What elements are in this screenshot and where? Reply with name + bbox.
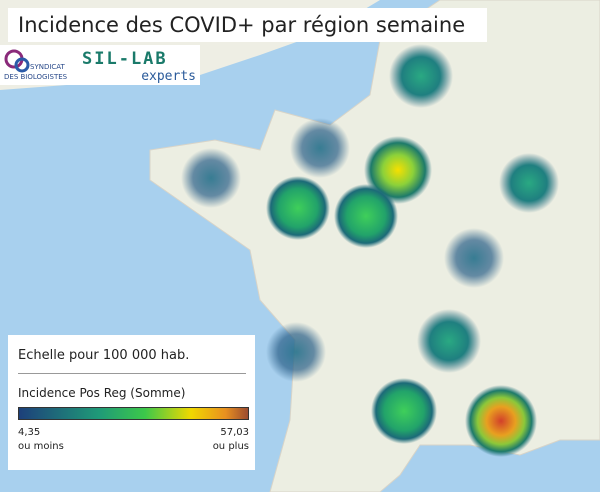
heat-blob (389, 44, 453, 108)
logo: SYNDICAT DES BIOLOGISTES SIL-LAB experts (4, 49, 196, 84)
heat-blob (499, 153, 559, 213)
color-scale-bar (18, 407, 249, 420)
heat-blob (266, 176, 330, 240)
max-note: ou plus (212, 441, 249, 452)
max-value: 57,03 (220, 427, 249, 438)
logo-text: experts (141, 69, 196, 84)
min-note: ou moins (18, 441, 64, 452)
logo-text: SIL-LAB (82, 49, 168, 69)
legend-heading: Echelle pour 100 000 hab. (18, 348, 190, 363)
heat-blob (334, 184, 398, 248)
logo-icon (14, 57, 30, 73)
title-box: Incidence des COVID+ par région semaine … (8, 8, 487, 71)
min-value: 4,35 (18, 427, 41, 438)
legend-box: Echelle pour 100 000 hab. Incidence Pos … (8, 335, 255, 470)
heat-blob (364, 136, 432, 204)
heat-blob (444, 228, 504, 288)
logo-box: SYNDICAT DES BIOLOGISTES SIL-LAB experts (0, 45, 200, 85)
divider (18, 373, 246, 374)
logo-text: SYNDICAT (30, 63, 66, 71)
heat-blob (465, 385, 537, 457)
logo-text: DES BIOLOGISTES (4, 73, 68, 81)
heat-blob (290, 118, 350, 178)
color-scale (18, 407, 249, 420)
heat-blob (417, 309, 481, 373)
heat-blob (181, 148, 241, 208)
heat-blobs (181, 44, 559, 457)
legend-measure: Incidence Pos Reg (Somme) (18, 386, 186, 400)
heat-blob (371, 378, 437, 444)
heat-blob (266, 322, 326, 382)
